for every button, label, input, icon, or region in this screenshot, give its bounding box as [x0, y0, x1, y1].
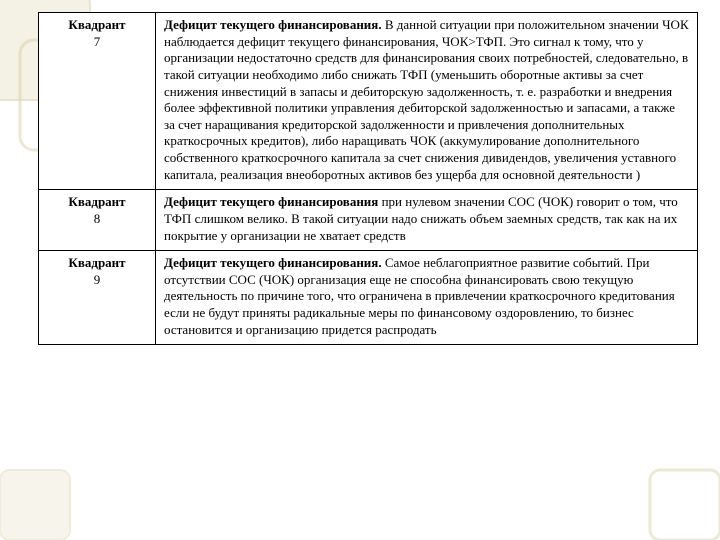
row-label-title: Квадрант: [68, 17, 125, 32]
row-label-number: 7: [47, 34, 147, 51]
row-lead: Дефицит текущего финансирования.: [164, 17, 382, 32]
table-row: Квадрант 8 Дефицит текущего финансирован…: [39, 190, 698, 251]
row-description: Дефицит текущего финансирования при нуле…: [156, 190, 698, 251]
row-text: В данной ситуации при положительном знач…: [164, 17, 689, 182]
deco-bottom-left: [0, 460, 80, 540]
quadrant-table: Квадрант 7 Дефицит текущего финансирован…: [38, 12, 698, 345]
row-description: Дефицит текущего финансирования. Самое н…: [156, 251, 698, 345]
content-table-wrap: Квадрант 7 Дефицит текущего финансирован…: [38, 12, 698, 345]
table-row: Квадрант 7 Дефицит текущего финансирован…: [39, 13, 698, 190]
row-lead: Дефицит текущего финансирования.: [164, 255, 382, 270]
row-label: Квадрант 8: [39, 190, 156, 251]
row-lead: Дефицит текущего финансирования: [164, 194, 378, 209]
row-label-number: 8: [47, 211, 147, 228]
row-label-title: Квадрант: [68, 255, 125, 270]
row-label: Квадрант 7: [39, 13, 156, 190]
row-label-number: 9: [47, 272, 147, 289]
row-description: Дефицит текущего финансирования. В данно…: [156, 13, 698, 190]
table-row: Квадрант 9 Дефицит текущего финансирован…: [39, 251, 698, 345]
row-label-title: Квадрант: [68, 194, 125, 209]
deco-bottom-right: [630, 450, 720, 540]
row-label: Квадрант 9: [39, 251, 156, 345]
